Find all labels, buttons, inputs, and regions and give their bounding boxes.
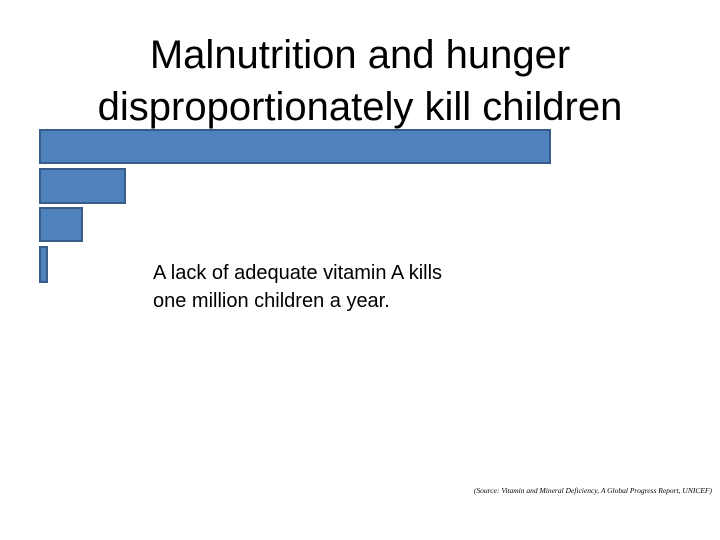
source-note: (Source: Vitamin and Mineral Deficiency,… — [474, 486, 713, 495]
decor-bar — [39, 168, 126, 204]
decor-bar — [39, 129, 551, 164]
title-line: disproportionately kill children — [98, 85, 623, 129]
decor-bar — [39, 207, 83, 242]
title-line: Malnutrition and hunger — [150, 33, 570, 77]
body-line: one million children a year. — [153, 290, 390, 312]
decor-bar — [39, 246, 48, 283]
body-line: A lack of adequate vitamin A kills — [153, 262, 442, 284]
